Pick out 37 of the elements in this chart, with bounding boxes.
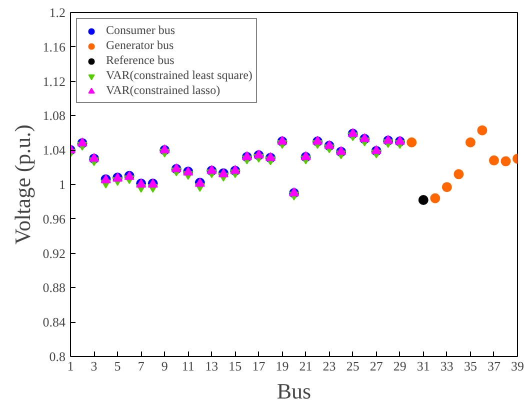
x-axis-title: Bus [276, 378, 312, 404]
x-tick-label: 29 [393, 358, 406, 374]
y-axis-title: Voltage (p.u.) [10, 124, 35, 244]
x-tick-label: 7 [138, 358, 145, 374]
y-tick-label: 1 [59, 177, 66, 192]
x-tick-label: 37 [487, 358, 501, 374]
x-tick-label: 11 [182, 358, 194, 374]
y-tick-label: 1.08 [42, 108, 66, 124]
legend-label: Consumer bus [106, 23, 175, 38]
y-tick-label: 0.96 [42, 211, 66, 226]
x-tick-label: 35 [464, 358, 477, 374]
x-tick-label: 19 [276, 358, 289, 374]
y-tick-label: 0.8 [49, 349, 66, 364]
x-tick-label: 33 [440, 358, 454, 374]
y-tick-label: 0.88 [42, 280, 66, 296]
x-tick-label: 3 [90, 358, 98, 374]
x-tick-label: 27 [370, 358, 384, 374]
x-tick-label: 23 [322, 358, 336, 374]
x-tick-label: 17 [252, 358, 266, 374]
y-tick-label: 0.84 [42, 314, 66, 330]
legend-label: Reference bus [106, 53, 174, 68]
x-tick-label: 39 [511, 358, 524, 374]
y-tick-label: 1.12 [42, 74, 66, 89]
x-tick-label: 31 [416, 358, 430, 374]
legend-label: Generator bus [106, 38, 174, 53]
x-tick-label: 15 [228, 358, 242, 374]
legend-label: VAR(constrained lasso) [106, 83, 220, 98]
y-tick-label: 1.04 [42, 142, 66, 158]
x-tick-label: 13 [205, 358, 218, 374]
x-tick-label: 25 [346, 358, 360, 374]
y-tick-label: 1.16 [42, 39, 66, 54]
y-tick-label: 1.2 [49, 5, 66, 20]
x-tick-label: 5 [114, 358, 121, 374]
x-tick-label: 9 [161, 358, 168, 374]
y-tick-label: 0.92 [42, 246, 66, 261]
x-tick-label: 21 [299, 358, 312, 374]
legend-label: VAR(constrained least square) [106, 68, 252, 83]
